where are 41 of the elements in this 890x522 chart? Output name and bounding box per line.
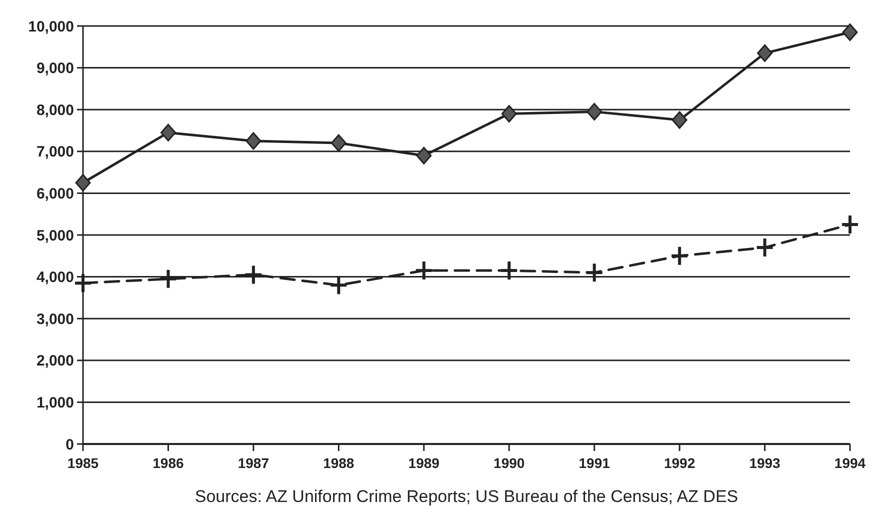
y-tick-label: 3,000: [36, 310, 74, 328]
point: [74, 272, 92, 294]
x-tick-label: 1992: [664, 455, 696, 471]
x-tick-label: 1986: [152, 455, 184, 471]
point: [757, 44, 773, 62]
x-tick-label: 1987: [238, 455, 270, 471]
x-tick-label: 1989: [408, 455, 440, 471]
y-tick-label: 1,000: [36, 394, 74, 412]
point: [842, 24, 858, 42]
y-tick-label: 7,000: [36, 144, 74, 161]
point: [330, 134, 346, 152]
point: [246, 132, 262, 150]
x-tick-label: 1991: [578, 455, 610, 471]
point: [75, 174, 91, 192]
point: [586, 102, 602, 120]
point: [416, 146, 432, 164]
point: [414, 260, 434, 282]
y-tick-label: 4,000: [36, 269, 74, 286]
point: [500, 260, 519, 282]
y-tick-label: 9,000: [36, 60, 74, 78]
point: [840, 214, 860, 236]
point: [670, 245, 690, 266]
x-tick-label: 1990: [494, 455, 525, 471]
y-tick-label: 0: [66, 436, 74, 454]
y-tick-label: 6,000: [36, 185, 74, 202]
source-note: Sources: AZ Uniform Crime Reports; US Bureau of the Census; AZ DES: [194, 487, 738, 506]
point: [244, 264, 263, 286]
y-tick-label: 8,000: [36, 102, 74, 119]
point: [584, 262, 604, 284]
x-tick-label: 1994: [834, 455, 866, 471]
point: [672, 111, 688, 129]
point: [158, 268, 178, 290]
y-tick-label: 5,000: [36, 227, 74, 244]
point: [755, 237, 774, 258]
x-tick-label: 1993: [749, 455, 781, 471]
y-tick-label: 10,000: [28, 18, 74, 36]
x-tick-label: 1988: [323, 455, 354, 471]
point: [160, 124, 176, 142]
point: [501, 105, 517, 123]
x-tick-label: 1985: [67, 455, 99, 471]
y-tick-label: 2,000: [36, 352, 74, 370]
